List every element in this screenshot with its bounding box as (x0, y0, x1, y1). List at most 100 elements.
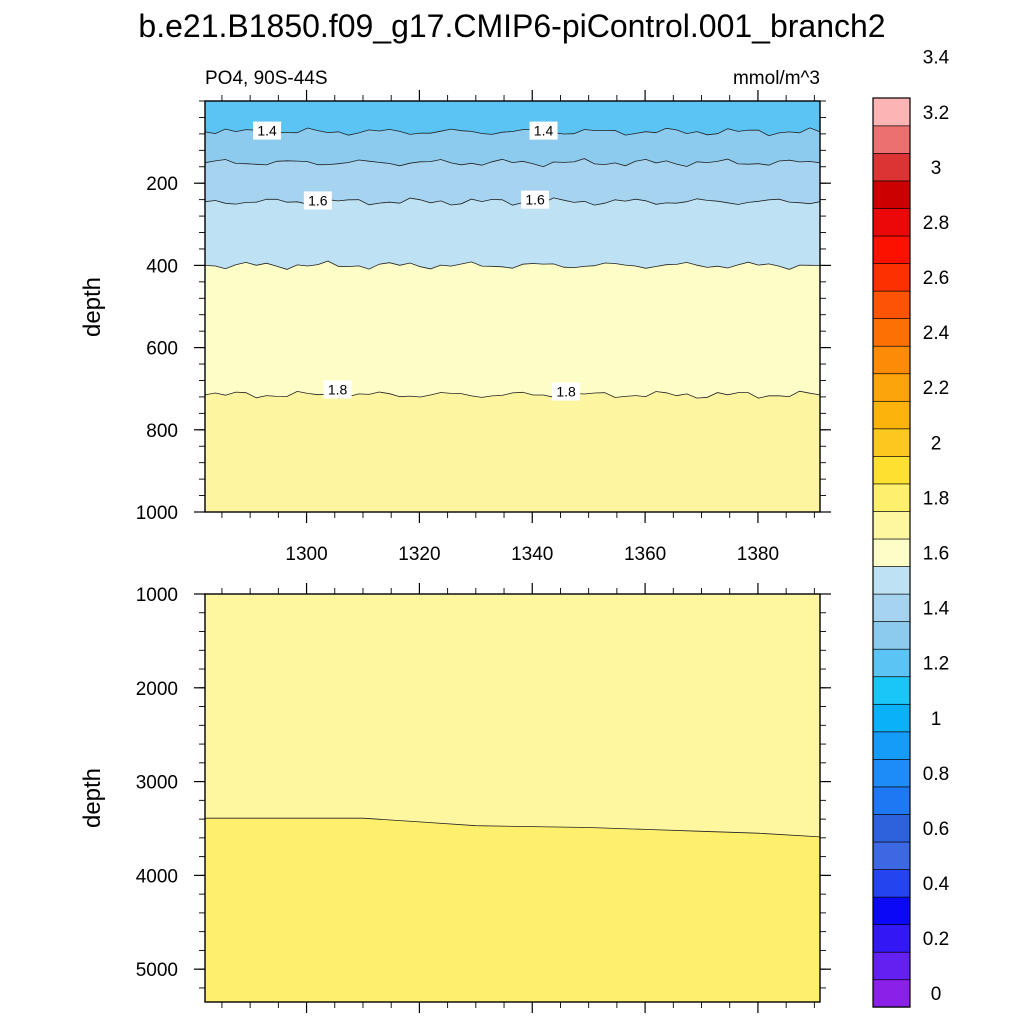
contour-label-4: 1.8 (323, 380, 352, 399)
upper-fill-band-1 (205, 127, 820, 167)
colorbar-label-0: 0 (931, 984, 942, 1005)
upper-x-tick-label-0: 1300 (285, 544, 327, 565)
upper-left-label: PO4, 90S-44S (205, 68, 328, 89)
colorbar-swatch-26 (872, 262, 911, 292)
colorbar-swatch-30 (872, 152, 911, 182)
upper-fill-band-2 (205, 158, 820, 206)
lower-y-axis-label: depth (79, 768, 106, 828)
lower-y-tick-label-4: 5000 (136, 960, 178, 981)
colorbar-label-9: 1.8 (923, 488, 949, 509)
upper-x-tick-label-4: 1380 (737, 544, 779, 565)
colorbar-label-8: 1.6 (923, 544, 949, 565)
colorbar-label-13: 2.6 (923, 268, 949, 289)
upper-y-axis-label: depth (79, 277, 106, 337)
colorbar-label-14: 2.8 (923, 213, 949, 234)
colorbar-swatch-20 (872, 428, 911, 457)
colorbar-label-17: 3.4 (923, 48, 950, 69)
colorbar-swatch-2 (872, 924, 911, 953)
colorbar: 0 0.2 0.4 0.6 0.8 1 1.2 1.4 1.6 1.8 2 2.2 2.4 2.6 2.8 3… (872, 48, 950, 1008)
colorbar-swatch-5 (872, 841, 911, 870)
colorbar-swatch-3 (872, 896, 911, 926)
colorbar-swatch-13 (872, 621, 911, 650)
upper-contour-line-4 (204, 390, 821, 399)
colorbar-swatch-14 (872, 593, 911, 623)
colorbar-swatch-15 (872, 565, 911, 595)
colorbar-label-1: 0.2 (923, 929, 949, 950)
lower-panel: depth 1000 2000 3000 4000 5000 (79, 583, 831, 1013)
upper-contour-line-3 (204, 260, 821, 270)
contour-label-text-5: 1.8 (556, 384, 576, 400)
lower-contour-line (205, 817, 821, 838)
colorbar-swatch-23 (872, 345, 911, 375)
colorbar-swatch-24 (872, 318, 911, 347)
upper-plot-frame (204, 100, 821, 513)
colorbar-label-3: 0.6 (923, 819, 949, 840)
contour-label-0: 1.4 (253, 121, 282, 140)
upper-contour-line-1 (204, 158, 821, 168)
colorbar-swatch-7 (872, 786, 911, 815)
colorbar-swatch-9 (872, 731, 911, 760)
upper-x-tick-label-3: 1360 (624, 544, 666, 565)
colorbar-swatch-31 (872, 125, 911, 154)
colorbar-swatch-22 (872, 373, 911, 402)
figure-title: b.e21.B1850.f09_g17.CMIP6-piControl.001_… (138, 8, 885, 44)
colorbar-label-12: 2.4 (923, 323, 950, 344)
contour-label-text-4: 1.8 (328, 382, 348, 398)
lower-y-tick-label-1: 2000 (136, 679, 178, 700)
upper-fill-band-5 (205, 391, 820, 512)
upper-right-label: mmol/m^3 (733, 68, 820, 89)
colorbar-label-10: 2 (931, 433, 942, 454)
colorbar-swatch-27 (872, 235, 911, 264)
contour-label-3: 1.6 (521, 190, 550, 209)
upper-contour-line-0 (204, 127, 821, 137)
upper-y-tick-label-4: 1000 (136, 503, 178, 524)
colorbar-label-4: 0.8 (923, 764, 949, 785)
colorbar-frame (872, 97, 911, 1008)
colorbar-swatch-21 (872, 400, 911, 430)
upper-y-tick-label-2: 600 (146, 339, 178, 360)
colorbar-swatch-4 (872, 868, 911, 898)
colorbar-swatch-18 (872, 483, 911, 512)
colorbar-swatch-1 (872, 951, 911, 981)
lower-plot-frame (204, 593, 821, 1003)
colorbar-swatch-25 (872, 290, 911, 320)
contour-label-text-0: 1.4 (257, 123, 277, 139)
colorbar-swatch-28 (872, 207, 911, 237)
colorbar-swatch-11 (872, 676, 911, 705)
colorbar-label-7: 1.4 (923, 599, 950, 620)
upper-fill-band-4 (205, 261, 820, 399)
contour-label-text-1: 1.4 (534, 123, 554, 139)
colorbar-label-2: 0.4 (923, 874, 950, 895)
colorbar-label-5: 1 (931, 709, 942, 730)
upper-x-tick-label-2: 1340 (511, 544, 553, 565)
upper-y-tick-label-1: 400 (146, 256, 178, 277)
colorbar-label-11: 2.2 (923, 378, 949, 399)
upper-panel: PO4, 90S-44S mmol/m^3 depth 1.4 1.4 1.6 1.6… (79, 68, 831, 565)
colorbar-label-6: 1.2 (923, 654, 949, 675)
upper-y-tick-label-3: 800 (146, 421, 178, 442)
colorbar-label-15: 3 (931, 158, 942, 179)
colorbar-swatch-12 (872, 648, 911, 678)
contour-label-5: 1.8 (552, 382, 581, 401)
colorbar-swatch-29 (872, 180, 911, 209)
upper-x-tick-label-1: 1320 (398, 544, 440, 565)
contour-label-2: 1.6 (303, 191, 332, 210)
lower-y-tick-label-0: 1000 (136, 585, 178, 606)
colorbar-swatch-17 (872, 510, 911, 540)
upper-fill-band-3 (205, 197, 820, 270)
lower-y-tick-label-2: 3000 (136, 773, 178, 794)
contour-label-text-3: 1.6 (525, 192, 545, 208)
contour-label-1: 1.4 (529, 121, 558, 140)
colorbar-label-16: 3.2 (923, 103, 949, 124)
colorbar-swatch-10 (872, 703, 911, 733)
lower-fill-band-1 (205, 818, 820, 1002)
colorbar-swatch-0 (872, 979, 911, 1008)
upper-fill-band-0 (205, 101, 820, 136)
colorbar-swatch-8 (872, 758, 911, 788)
colorbar-swatch-6 (872, 813, 911, 843)
lower-y-tick-label-3: 4000 (136, 866, 178, 887)
colorbar-swatch-32 (872, 97, 911, 127)
colorbar-swatch-16 (872, 538, 911, 567)
upper-y-tick-label-0: 200 (146, 174, 178, 195)
